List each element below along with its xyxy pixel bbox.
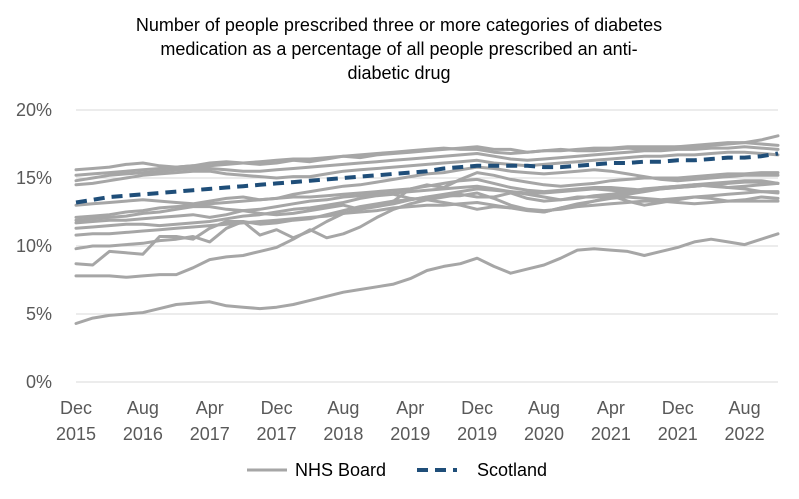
series-line-nhs-board-2 <box>74 141 780 177</box>
x-axis: Dec 2015 Aug 2016 Apr 2017 Dec 2017 Aug 2018 Apr 20… <box>56 381 778 444</box>
x-tick-label-month: Dec <box>60 398 92 418</box>
series-line-nhs-board-14 <box>74 232 780 325</box>
chart-title-line-2: medication as a percentage of all people… <box>160 39 637 59</box>
x-tick-label-year: 2020 <box>524 424 564 444</box>
y-tick-label: 15% <box>16 168 52 188</box>
y-tick-label: 10% <box>16 236 52 256</box>
plot-series <box>74 134 780 325</box>
x-tick-label-year: 2019 <box>390 424 430 444</box>
series-line-nhs-board-3 <box>74 145 780 183</box>
y-tick-label: 5% <box>26 304 52 324</box>
gridlines <box>76 109 778 315</box>
series-line-nhs-board-11 <box>74 183 780 251</box>
x-tick-label-month: Apr <box>196 398 224 418</box>
x-tick-label-year: 2021 <box>591 424 631 444</box>
chart-title: Number of people prescribed three or mor… <box>136 15 662 83</box>
x-tick-label-month: Apr <box>597 398 625 418</box>
x-tick-label-month: Aug <box>528 398 560 418</box>
x-tick-label-year: 2022 <box>725 424 765 444</box>
x-tick-label-year: 2017 <box>190 424 230 444</box>
legend-label-nhs-board: NHS Board <box>295 460 386 480</box>
x-tick-label-year: 2019 <box>457 424 497 444</box>
x-tick-label-month: Aug <box>327 398 359 418</box>
x-tick-label-year: 2018 <box>323 424 363 444</box>
x-tick-label-month: Apr <box>396 398 424 418</box>
x-tick-label-year: 2017 <box>257 424 297 444</box>
series-line-nhs-board-12 <box>74 171 780 267</box>
x-tick-label-month: Dec <box>461 398 493 418</box>
series-line-scotland <box>75 151 779 205</box>
x-tick-label-month: Aug <box>729 398 761 418</box>
x-tick-label-year: 2015 <box>56 424 96 444</box>
series-line-nhs-board-13 <box>74 191 780 279</box>
chart-title-line-3: diabetic drug <box>347 63 450 83</box>
legend: NHS Board Scotland <box>247 460 547 480</box>
chart-title-line-1: Number of people prescribed three or mor… <box>136 15 662 35</box>
y-axis: 0% 5% 10% 15% 20% <box>16 100 52 392</box>
series-line-nhs-board-4 <box>74 150 780 187</box>
x-tick-label-year: 2021 <box>658 424 698 444</box>
y-tick-label: 20% <box>16 100 52 120</box>
x-tick-label-year: 2016 <box>123 424 163 444</box>
x-tick-label-month: Dec <box>662 398 694 418</box>
x-tick-label-month: Aug <box>127 398 159 418</box>
x-tick-label-month: Dec <box>261 398 293 418</box>
legend-label-scotland: Scotland <box>477 460 547 480</box>
y-tick-label: 0% <box>26 372 52 392</box>
